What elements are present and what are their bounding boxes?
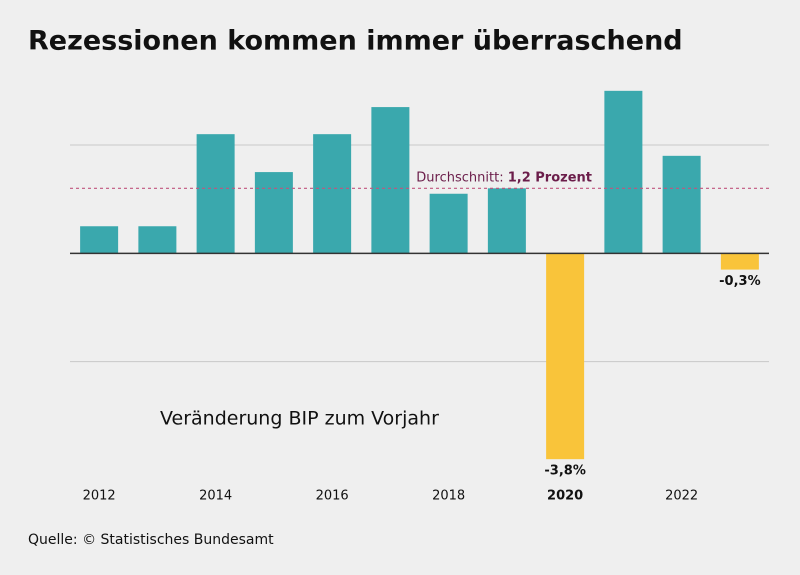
bar xyxy=(80,226,119,254)
x-tick-label: 2016 xyxy=(316,489,349,504)
source: Quelle: © Statistisches Bundesamt xyxy=(28,532,274,548)
value-label: -3,8% xyxy=(544,464,585,479)
x-tick-label: 2018 xyxy=(432,489,465,504)
subtitle: Veränderung BIP zum Vorjahr xyxy=(160,408,439,430)
x-tick-label: 2014 xyxy=(199,489,232,504)
x-tick-label: 2022 xyxy=(665,489,698,504)
bar xyxy=(138,226,177,254)
x-tick-label: 2020 xyxy=(547,489,583,504)
bar xyxy=(720,253,759,270)
bar xyxy=(429,193,468,254)
chart-title: Rezessionen kommen immer überraschend xyxy=(28,26,683,57)
bar xyxy=(662,155,701,254)
average-value: 1,2 Prozent xyxy=(508,170,592,185)
bar xyxy=(196,134,235,254)
average-label: Durchschnitt: xyxy=(416,170,503,185)
bar xyxy=(604,90,643,254)
x-tick-label: 2012 xyxy=(83,489,116,504)
bar xyxy=(546,253,585,460)
bar xyxy=(254,172,293,254)
bar xyxy=(313,134,352,254)
bar xyxy=(487,188,526,254)
average-annotation: Durchschnitt: 1,2 Prozent xyxy=(416,170,592,185)
value-label: -0,3% xyxy=(719,274,760,289)
bar xyxy=(371,107,410,254)
